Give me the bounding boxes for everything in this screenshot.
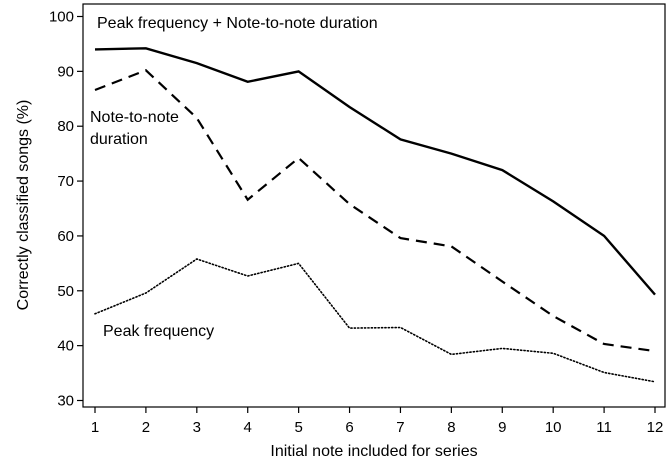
x-tick-label: 2 bbox=[142, 419, 150, 436]
y-tick-label: 90 bbox=[57, 63, 74, 80]
series-label-peak: Peak frequency bbox=[103, 323, 214, 340]
x-tick-label: 7 bbox=[396, 419, 404, 436]
y-tick-label: 50 bbox=[57, 283, 74, 300]
series-line-note-duration bbox=[94, 69, 656, 353]
y-tick-label: 80 bbox=[57, 118, 74, 135]
y-tick-label: 70 bbox=[57, 173, 74, 190]
x-tick-label: 6 bbox=[345, 419, 353, 436]
x-tick-label: 9 bbox=[498, 419, 506, 436]
y-tick-label: 30 bbox=[57, 393, 74, 410]
x-tick-label: 4 bbox=[244, 419, 252, 436]
x-tick-label: 11 bbox=[596, 419, 612, 436]
x-tick-label: 8 bbox=[447, 419, 455, 436]
series-line-combined bbox=[94, 47, 656, 296]
y-tick-label: 100 bbox=[49, 9, 74, 26]
x-axis: 1 2 3 4 5 6 7 8 9 10 11 12 bbox=[91, 407, 664, 436]
x-tick-label: 1 bbox=[91, 419, 99, 436]
y-axis-label: Correctly classified songs (%) bbox=[15, 100, 32, 311]
x-tick-label: 10 bbox=[545, 419, 562, 436]
x-axis-label: Initial note included for series bbox=[270, 443, 477, 460]
series-label-duration-line2: duration bbox=[90, 131, 148, 148]
y-tick-label: 40 bbox=[57, 338, 74, 355]
series-label-duration-line1: Note-to-note bbox=[90, 109, 179, 126]
plot-frame bbox=[82, 3, 666, 408]
series-lines bbox=[94, 47, 656, 383]
x-tick-label: 5 bbox=[294, 419, 302, 436]
y-axis: 30 40 50 60 70 80 90 100 bbox=[49, 9, 83, 410]
y-tick-label: 60 bbox=[57, 228, 74, 245]
series-line-peak-frequency bbox=[94, 258, 656, 383]
x-tick-label: 12 bbox=[647, 419, 664, 436]
x-tick-label: 3 bbox=[193, 419, 201, 436]
series-label-combined: Peak frequency + Note-to-note duration bbox=[97, 15, 378, 32]
